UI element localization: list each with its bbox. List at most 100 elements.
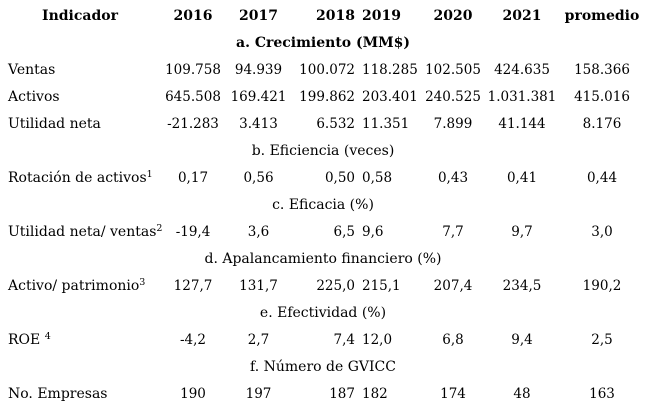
column-header-2021: 2021 xyxy=(502,7,542,24)
cell-utilidad-promedio: 8.176 xyxy=(582,115,622,132)
section-title-eficacia: c. Eficacia (%) xyxy=(272,196,374,213)
cell-empresas-2020: 174 xyxy=(440,385,466,402)
cell-roe-2021: 9,4 xyxy=(511,331,533,348)
row-label-activos: Activos xyxy=(0,83,160,110)
cell-utilidad-2019: 11.351 xyxy=(362,115,410,132)
cell-rotacion-2019: 0,58 xyxy=(362,169,393,186)
cell-rotacion-promedio: 0,44 xyxy=(586,169,618,186)
cell-roe-2018: 7,4 xyxy=(333,331,355,348)
row-label-text: Utilidad neta/ ventas xyxy=(8,223,157,240)
table-row-no-empresas: No. Empresas 190 197 187 182 174 48 163 xyxy=(0,380,646,407)
row-label-text: Rotación de activos xyxy=(8,169,147,186)
row-label-text: Utilidad neta xyxy=(8,115,101,132)
cell-utilventas-2016: -19,4 xyxy=(175,223,211,240)
cell-utilventas-promedio: 3,0 xyxy=(591,223,613,240)
cell-roe-2016: -4,2 xyxy=(179,331,207,348)
table-header-row: Indicador 2016 2017 2018 2019 2020 2021 … xyxy=(0,2,646,29)
cell-actpat-promedio: 190,2 xyxy=(582,277,622,294)
section-row-eficacia: c. Eficacia (%) xyxy=(0,191,646,218)
footnote-marker-1: 1 xyxy=(146,168,153,180)
footnote-marker-2: 2 xyxy=(156,222,163,234)
cell-utilidad-2020: 7.899 xyxy=(433,115,473,132)
section-row-numero-gvicc: f. Número de GVICC xyxy=(0,353,646,380)
cell-rotacion-2017: 0,56 xyxy=(243,169,274,186)
column-header-promedio: promedio xyxy=(564,7,640,24)
cell-roe-2017: 2,7 xyxy=(247,331,270,348)
cell-ventas-2017: 94.939 xyxy=(234,61,283,78)
cell-activos-promedio: 415.016 xyxy=(574,88,630,105)
cell-utilventas-2017: 3,6 xyxy=(247,223,270,240)
section-title-efectividad: e. Efectividad (%) xyxy=(259,304,387,321)
row-label-text: ROE xyxy=(8,331,45,348)
column-header-2016: 2016 xyxy=(173,7,213,24)
column-header-2020: 2020 xyxy=(433,7,473,24)
row-label-rotacion: Rotación de activos1 xyxy=(0,164,160,191)
cell-actpat-2018: 225,0 xyxy=(316,277,355,294)
cell-activos-2016: 645.508 xyxy=(165,88,221,105)
cell-rotacion-2016: 0,17 xyxy=(177,169,209,186)
row-label-ventas: Ventas xyxy=(0,56,160,83)
row-label-utilidad-ventas: Utilidad neta/ ventas2 xyxy=(0,218,163,245)
cell-activos-2021: 1.031.381 xyxy=(487,88,557,105)
row-label-utilidad-neta: Utilidad neta xyxy=(0,110,160,137)
row-label-text: Ventas xyxy=(8,61,56,78)
cell-activos-2019: 203.401 xyxy=(362,88,418,105)
section-row-crecimiento: a. Crecimiento (MM$) xyxy=(0,29,646,56)
section-title-eficiencia: b. Eficiencia (veces) xyxy=(251,142,395,159)
table-row-utilidad-neta: Utilidad neta -21.283 3.413 6.532 11.351… xyxy=(0,110,646,137)
table-row-utilidad-ventas: Utilidad neta/ ventas2 -19,4 3,6 6,5 9,6… xyxy=(0,218,646,245)
column-header-2017: 2017 xyxy=(239,7,278,24)
table-row-activos: Activos 645.508 169.421 199.862 203.401 … xyxy=(0,83,646,110)
cell-rotacion-2018: 0,50 xyxy=(324,169,355,186)
footnote-marker-4: 4 xyxy=(44,330,51,342)
cell-empresas-promedio: 163 xyxy=(589,385,615,402)
cell-ventas-2016: 109.758 xyxy=(165,61,221,78)
section-title-numero-gvicc: f. Número de GVICC xyxy=(250,358,396,375)
cell-utilidad-2016: -21.283 xyxy=(167,115,219,132)
table-row-ventas: Ventas 109.758 94.939 100.072 118.285 10… xyxy=(0,56,646,83)
cell-utilidad-2018: 6.532 xyxy=(316,115,355,132)
cell-actpat-2017: 131,7 xyxy=(239,277,278,294)
cell-actpat-2021: 234,5 xyxy=(502,277,542,294)
cell-empresas-2017: 197 xyxy=(245,385,272,402)
cell-activos-2020: 240.525 xyxy=(425,88,481,105)
footnote-marker-3: 3 xyxy=(139,276,146,288)
section-row-efectividad: e. Efectividad (%) xyxy=(0,299,646,326)
cell-roe-2020: 6,8 xyxy=(442,331,464,348)
column-header-2018: 2018 xyxy=(316,7,355,24)
cell-activos-2018: 199.862 xyxy=(299,88,355,105)
row-label-text: Activos xyxy=(8,88,60,105)
cell-utilventas-2020: 7,7 xyxy=(442,223,464,240)
table-row-activo-patrimonio: Activo/ patrimonio3 127,7 131,7 225,0 21… xyxy=(0,272,646,299)
cell-ventas-2019: 118.285 xyxy=(362,61,418,78)
cell-actpat-2019: 215,1 xyxy=(362,277,401,294)
table-row-rotacion-activos: Rotación de activos1 0,17 0,56 0,50 0,58… xyxy=(0,164,646,191)
row-label-no-empresas: No. Empresas xyxy=(0,380,160,407)
cell-actpat-2016: 127,7 xyxy=(173,277,213,294)
cell-ventas-2018: 100.072 xyxy=(299,61,355,78)
cell-utilidad-2021: 41.144 xyxy=(498,115,546,132)
cell-empresas-2018: 187 xyxy=(329,385,355,402)
row-label-roe: ROE 4 xyxy=(0,326,160,353)
cell-activos-2017: 169.421 xyxy=(230,88,287,105)
cell-ventas-promedio: 158.366 xyxy=(574,61,630,78)
table-row-roe: ROE 4 -4,2 2,7 7,4 12,0 6,8 9,4 2,5 xyxy=(0,326,646,353)
column-header-indicador: Indicador xyxy=(42,7,118,24)
cell-ventas-2021: 424.635 xyxy=(494,61,550,78)
cell-roe-2019: 12,0 xyxy=(362,331,393,348)
cell-rotacion-2020: 0,43 xyxy=(437,169,469,186)
cell-empresas-2016: 190 xyxy=(180,385,206,402)
row-label-activo-patrimonio: Activo/ patrimonio3 xyxy=(0,272,160,299)
cell-utilventas-2021: 9,7 xyxy=(511,223,533,240)
row-label-text: No. Empresas xyxy=(8,385,108,402)
cell-rotacion-2021: 0,41 xyxy=(506,169,538,186)
cell-actpat-2020: 207,4 xyxy=(433,277,473,294)
section-title-apalancamiento: d. Apalancamiento financiero (%) xyxy=(204,250,442,267)
cell-roe-promedio: 2,5 xyxy=(591,331,613,348)
cell-ventas-2020: 102.505 xyxy=(425,61,481,78)
cell-empresas-2021: 48 xyxy=(513,385,531,402)
row-label-text: Activo/ patrimonio xyxy=(8,277,140,294)
section-row-eficiencia: b. Eficiencia (veces) xyxy=(0,137,646,164)
cell-utilventas-2018: 6,5 xyxy=(333,223,355,240)
